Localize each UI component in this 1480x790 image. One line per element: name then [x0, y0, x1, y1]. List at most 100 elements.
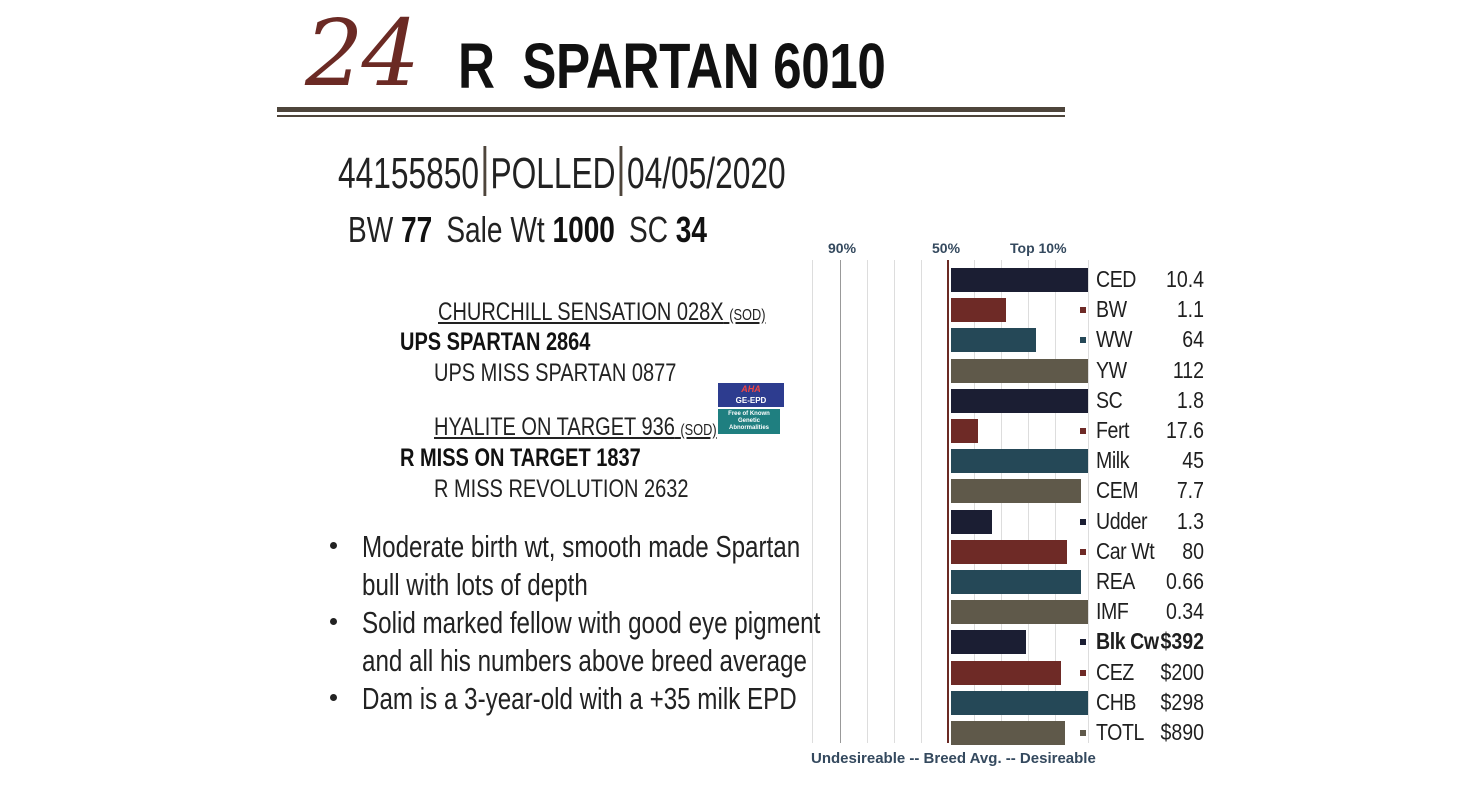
sale-wt-value: 1000 [552, 209, 615, 250]
pedigree-dam-sire: HYALITE ON TARGET 936 (SOD) [434, 415, 717, 440]
trait-label: IMF [1096, 598, 1129, 625]
dam-sire-tag: (SOD) [680, 422, 717, 439]
bar-milk [951, 449, 1088, 474]
sire-sire-name: CHURCHILL SENSATION 028X [438, 298, 724, 326]
note-item: Dam is a 3-year-old with a +35 milk EPD [330, 680, 810, 718]
pedigree-sire: UPS SPARTAN 2864 [400, 328, 591, 356]
trait-label: CHB [1096, 688, 1137, 715]
marker-udder [1080, 518, 1086, 525]
trait-value: 0.34 [1165, 598, 1204, 625]
trait-label: BW [1096, 296, 1127, 323]
note-item: Solid marked fellow with good eye pigmen… [330, 604, 820, 680]
bar-bw [951, 298, 1006, 323]
header-rule-top [277, 107, 1065, 112]
bar-cem [951, 479, 1082, 504]
sire-sire-tag: (SOD) [729, 307, 766, 324]
trait-value: 112 [1172, 356, 1204, 383]
registration-number: 44155850 [338, 149, 479, 198]
trait-value: 0.66 [1165, 568, 1204, 594]
trait-value: 80 [1182, 537, 1204, 564]
marker-fert [1080, 428, 1086, 434]
trait-label: Car Wt [1096, 537, 1155, 564]
polled-status: POLLED [490, 149, 616, 198]
grid-line [1088, 260, 1089, 743]
aha-ge-epd-logo: AHA GE-EPD [718, 383, 784, 407]
bar-sc [951, 388, 1088, 413]
bar-cez [951, 660, 1061, 685]
trait-label: CEZ [1096, 658, 1134, 685]
pedigree-dam-dam: R MISS REVOLUTION 2632 [434, 475, 689, 503]
pct-label-50: 50% [932, 240, 961, 256]
chart-footer-legend: Undesireable -- Breed Avg. -- Desireable [811, 750, 1096, 767]
trait-value: $200 [1160, 658, 1204, 685]
marker-cez [1080, 669, 1086, 676]
sc-label: SC [628, 209, 668, 250]
trait-label: Blk Cw [1096, 628, 1159, 655]
bar-fert [951, 419, 979, 443]
pct-label-90: 90% [828, 240, 857, 256]
trait-label: REA [1096, 568, 1135, 594]
grid-line [867, 260, 868, 743]
bullet-icon [330, 618, 337, 625]
dam-sire-name: HYALITE ON TARGET 936 [434, 413, 675, 441]
genetic-logo-text: Free of Known Genetic Abnormalities [728, 411, 770, 431]
aha-logo-text: AHA [741, 384, 761, 394]
pedigree-dam: R MISS ON TARGET 1837 [400, 444, 641, 472]
birth-date: 04/05/2020 [627, 149, 786, 198]
weights-line: BW 77 Sale Wt 1000 SC 34 [348, 212, 707, 248]
grid-line-90 [840, 260, 841, 743]
grid-line [812, 260, 813, 743]
trait-value: 7.7 [1176, 477, 1204, 504]
bar-yw [951, 358, 1088, 383]
trait-label: CED [1096, 266, 1137, 292]
lot-name: R SPARTAN 6010 [458, 30, 886, 102]
trait-value: 10.4 [1165, 266, 1204, 292]
bar-totl [951, 721, 1065, 745]
marker-blk-cw [1080, 639, 1086, 646]
grid-line [921, 260, 922, 743]
trait-label: Milk [1096, 447, 1130, 474]
trait-value: 45 [1182, 447, 1204, 474]
id-line: 44155850 POLLED 04/05/2020 [338, 146, 786, 196]
breed-avg-line [947, 260, 949, 743]
header-rule-bottom [277, 115, 1065, 117]
bar-blk-cw [951, 630, 1027, 655]
trait-label: Udder [1096, 507, 1148, 534]
trait-label: WW [1096, 326, 1133, 353]
bar-ced [951, 268, 1088, 292]
trait-value: $890 [1160, 719, 1204, 745]
id-separator [483, 146, 487, 196]
trait-value: 1.8 [1176, 386, 1204, 413]
bar-car-wt [951, 539, 1068, 564]
marker-bw [1080, 307, 1086, 314]
marker-totl [1080, 730, 1086, 736]
bullet-icon [330, 694, 337, 701]
bullet-icon [330, 542, 337, 549]
sale-wt-label: Sale Wt [446, 209, 545, 250]
trait-value: 1.1 [1176, 296, 1204, 323]
bar-imf [951, 600, 1088, 625]
id-separator [619, 146, 623, 196]
pct-label-top10: Top 10% [1010, 240, 1067, 256]
notes-list: Moderate birth wt, smooth made Spartan b… [330, 528, 820, 718]
trait-label: TOTL [1096, 719, 1144, 745]
marker-ww [1080, 337, 1086, 344]
sc-value: 34 [675, 209, 708, 250]
trait-value: $298 [1160, 688, 1204, 715]
aha-logo-sub: GE-EPD [735, 396, 767, 405]
bw-value: 77 [401, 209, 433, 250]
trait-value: 1.3 [1176, 507, 1204, 534]
trait-label: SC [1096, 386, 1123, 413]
trait-label: CEM [1096, 477, 1139, 504]
marker-car-wt [1080, 548, 1086, 555]
bar-chb [951, 690, 1088, 715]
trait-value: $392 [1160, 628, 1204, 655]
grid-line [894, 260, 895, 743]
bw-label: BW [348, 209, 394, 250]
lot-number: 24 [305, 0, 420, 107]
trait-label: Fert [1096, 417, 1130, 443]
genetic-abnormalities-logo: Free of Known Genetic Abnormalities [718, 409, 780, 434]
note-item: Moderate birth wt, smooth made Spartan b… [330, 528, 810, 604]
trait-value: 64 [1182, 326, 1204, 353]
bar-rea [951, 570, 1082, 594]
